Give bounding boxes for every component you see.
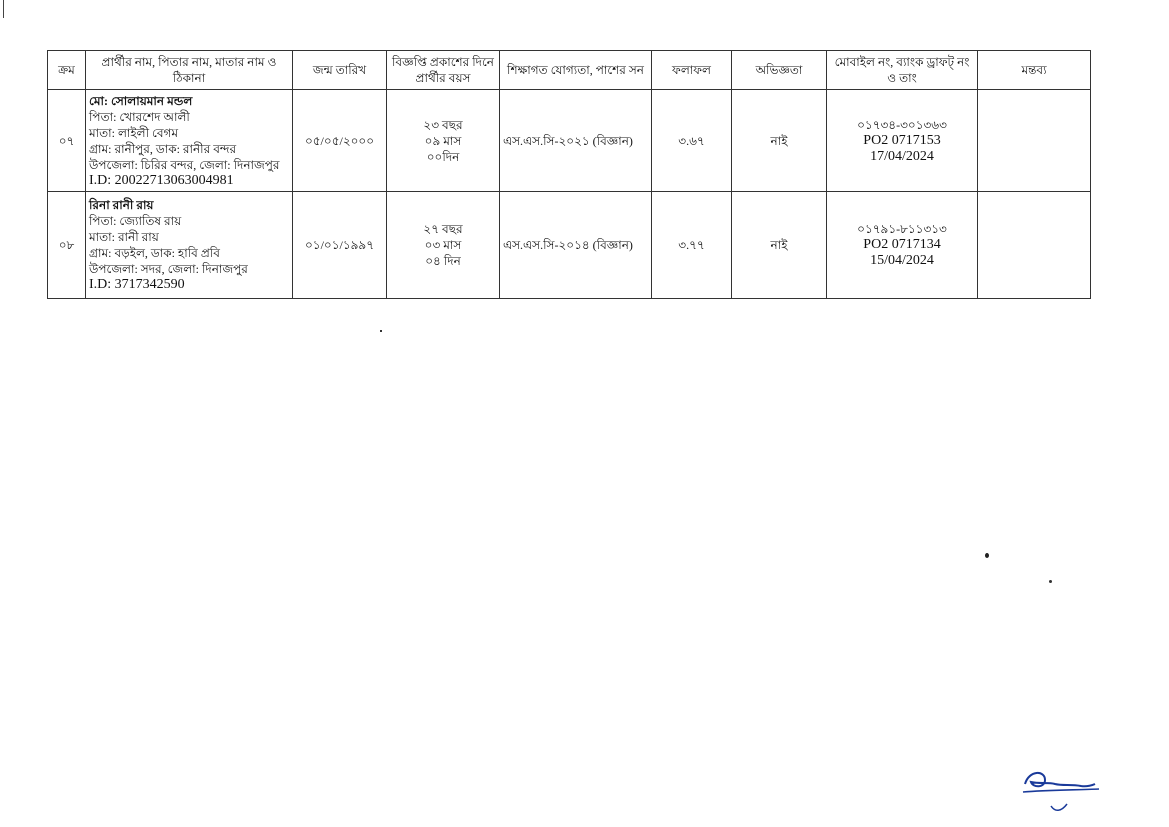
draft-number: PO2 0717153 <box>863 132 941 148</box>
experience-cell: নাই <box>731 89 827 192</box>
header-name-address: প্রার্থীর নাম, পিতার নাম, মাতার নাম ও ঠি… <box>85 50 293 90</box>
draft-number: PO2 0717134 <box>863 237 941 252</box>
mobile-number: ০১৭৩৪-৩০১৩৬৩ <box>857 117 947 132</box>
serial-cell: ০৭ <box>47 89 86 192</box>
table-header-row: ক্রম প্রার্থীর নাম, পিতার নাম, মাতার নাম… <box>47 50 1091 90</box>
applicant-name: রিনা রানী রায় <box>89 198 154 212</box>
mother-name: মাতা: রানী রায় <box>89 230 159 244</box>
name-address-cell: মো: সোলায়মান মন্ডল পিতা: খোরশেদ আলী মাত… <box>85 89 293 192</box>
ink-speck <box>380 330 382 332</box>
upazila: উপজেলা: সদর, জেলা: দিনাজপুর <box>89 262 248 276</box>
header-experience: অভিজ্ঞতা <box>731 50 827 90</box>
experience-cell: নাই <box>731 191 827 299</box>
mobile-draft-cell: ০১৭৯১-৮১১৩১৩ PO2 0717134 15/04/2024 <box>826 191 978 299</box>
applicant-table: ক্রম প্রার্থীর নাম, পিতার নাম, মাতার নাম… <box>47 50 1091 299</box>
mobile-number: ০১৭৯১-৮১১৩১৩ <box>857 222 947 236</box>
education-cell: এস.এস.সি-২০১৪ (বিজ্ঞান) <box>499 191 652 299</box>
mobile-draft-cell: ০১৭৩৪-৩০১৩৬৩ PO2 0717153 17/04/2024 <box>826 89 978 192</box>
table-row: ০৭ মো: সোলায়মান মন্ডল পিতা: খোরশেদ আলী … <box>47 89 1091 192</box>
age-cell: ২৭ বছর ০৩ মাস ০৪ দিন <box>386 191 500 299</box>
national-id: I.D: 3717342590 <box>89 277 185 292</box>
table-row: ০৮ রিনা রানী রায় পিতা: জ্যোতিষ রায় মাত… <box>47 191 1091 299</box>
village: গ্রাম: রানীপুর, ডাক: রানীর বন্দর <box>89 141 237 156</box>
remarks-cell <box>977 191 1091 299</box>
scan-edge-mark <box>3 0 4 18</box>
dob-cell: ০১/০১/১৯৯৭ <box>292 191 387 299</box>
father-name: পিতা: খোরশেদ আলী <box>89 109 190 124</box>
dob-cell: ০৫/০৫/২০০০ <box>292 89 387 192</box>
age-years: ২৩ বছর <box>423 117 463 132</box>
signature <box>1022 772 1100 811</box>
age-months: ০৩ মাস <box>424 238 462 252</box>
age-days: ০৪ দিন <box>425 254 461 268</box>
header-age: বিজ্ঞপ্তি প্রকাশের দিনে প্রার্থীর বয়স <box>386 50 500 90</box>
draft-date: 15/04/2024 <box>870 253 934 268</box>
age-cell: ২৩ বছর ০৯ মাস ০০দিন <box>386 89 500 192</box>
name-address-cell: রিনা রানী রায় পিতা: জ্যোতিষ রায় মাতা: … <box>85 191 293 299</box>
education-cell: এস.এস.সি-২০২১ (বিজ্ঞান) <box>499 89 652 192</box>
result-cell: ৩.৭৭ <box>651 191 732 299</box>
upazila: উপজেলা: চিরির বন্দর, জেলা: দিনাজপুর <box>89 157 280 172</box>
remarks-cell <box>977 89 1091 192</box>
header-dob: জন্ম তারিখ <box>292 50 387 90</box>
header-education: শিক্ষাগত যোগ্যতা, পাশের সন <box>499 50 652 90</box>
result-cell: ৩.৬৭ <box>651 89 732 192</box>
father-name: পিতা: জ্যোতিষ রায় <box>89 214 182 228</box>
ink-speck <box>1049 580 1052 583</box>
header-result: ফলাফল <box>651 50 732 90</box>
ink-speck <box>985 553 989 558</box>
mother-name: মাতা: লাইলী বেগম <box>89 125 179 140</box>
header-mobile-draft: মোবাইল নং, ব্যাংক ড্রাফট্ নং ও তাং <box>826 50 978 90</box>
age-months: ০৯ মাস <box>424 133 462 148</box>
age-days: ০০দিন <box>426 149 460 164</box>
header-serial: ক্রম <box>47 50 86 90</box>
serial-cell: ০৮ <box>47 191 86 299</box>
age-years: ২৭ বছর <box>423 222 463 236</box>
header-remarks: মন্তব্য <box>977 50 1091 90</box>
village: গ্রাম: বড়ইল, ডাক: হাবি প্রবি <box>89 246 220 260</box>
draft-date: 17/04/2024 <box>870 148 934 164</box>
applicant-name: মো: সোলায়মান মন্ডল <box>89 93 193 108</box>
national-id: I.D: 20022713063004981 <box>89 172 234 188</box>
